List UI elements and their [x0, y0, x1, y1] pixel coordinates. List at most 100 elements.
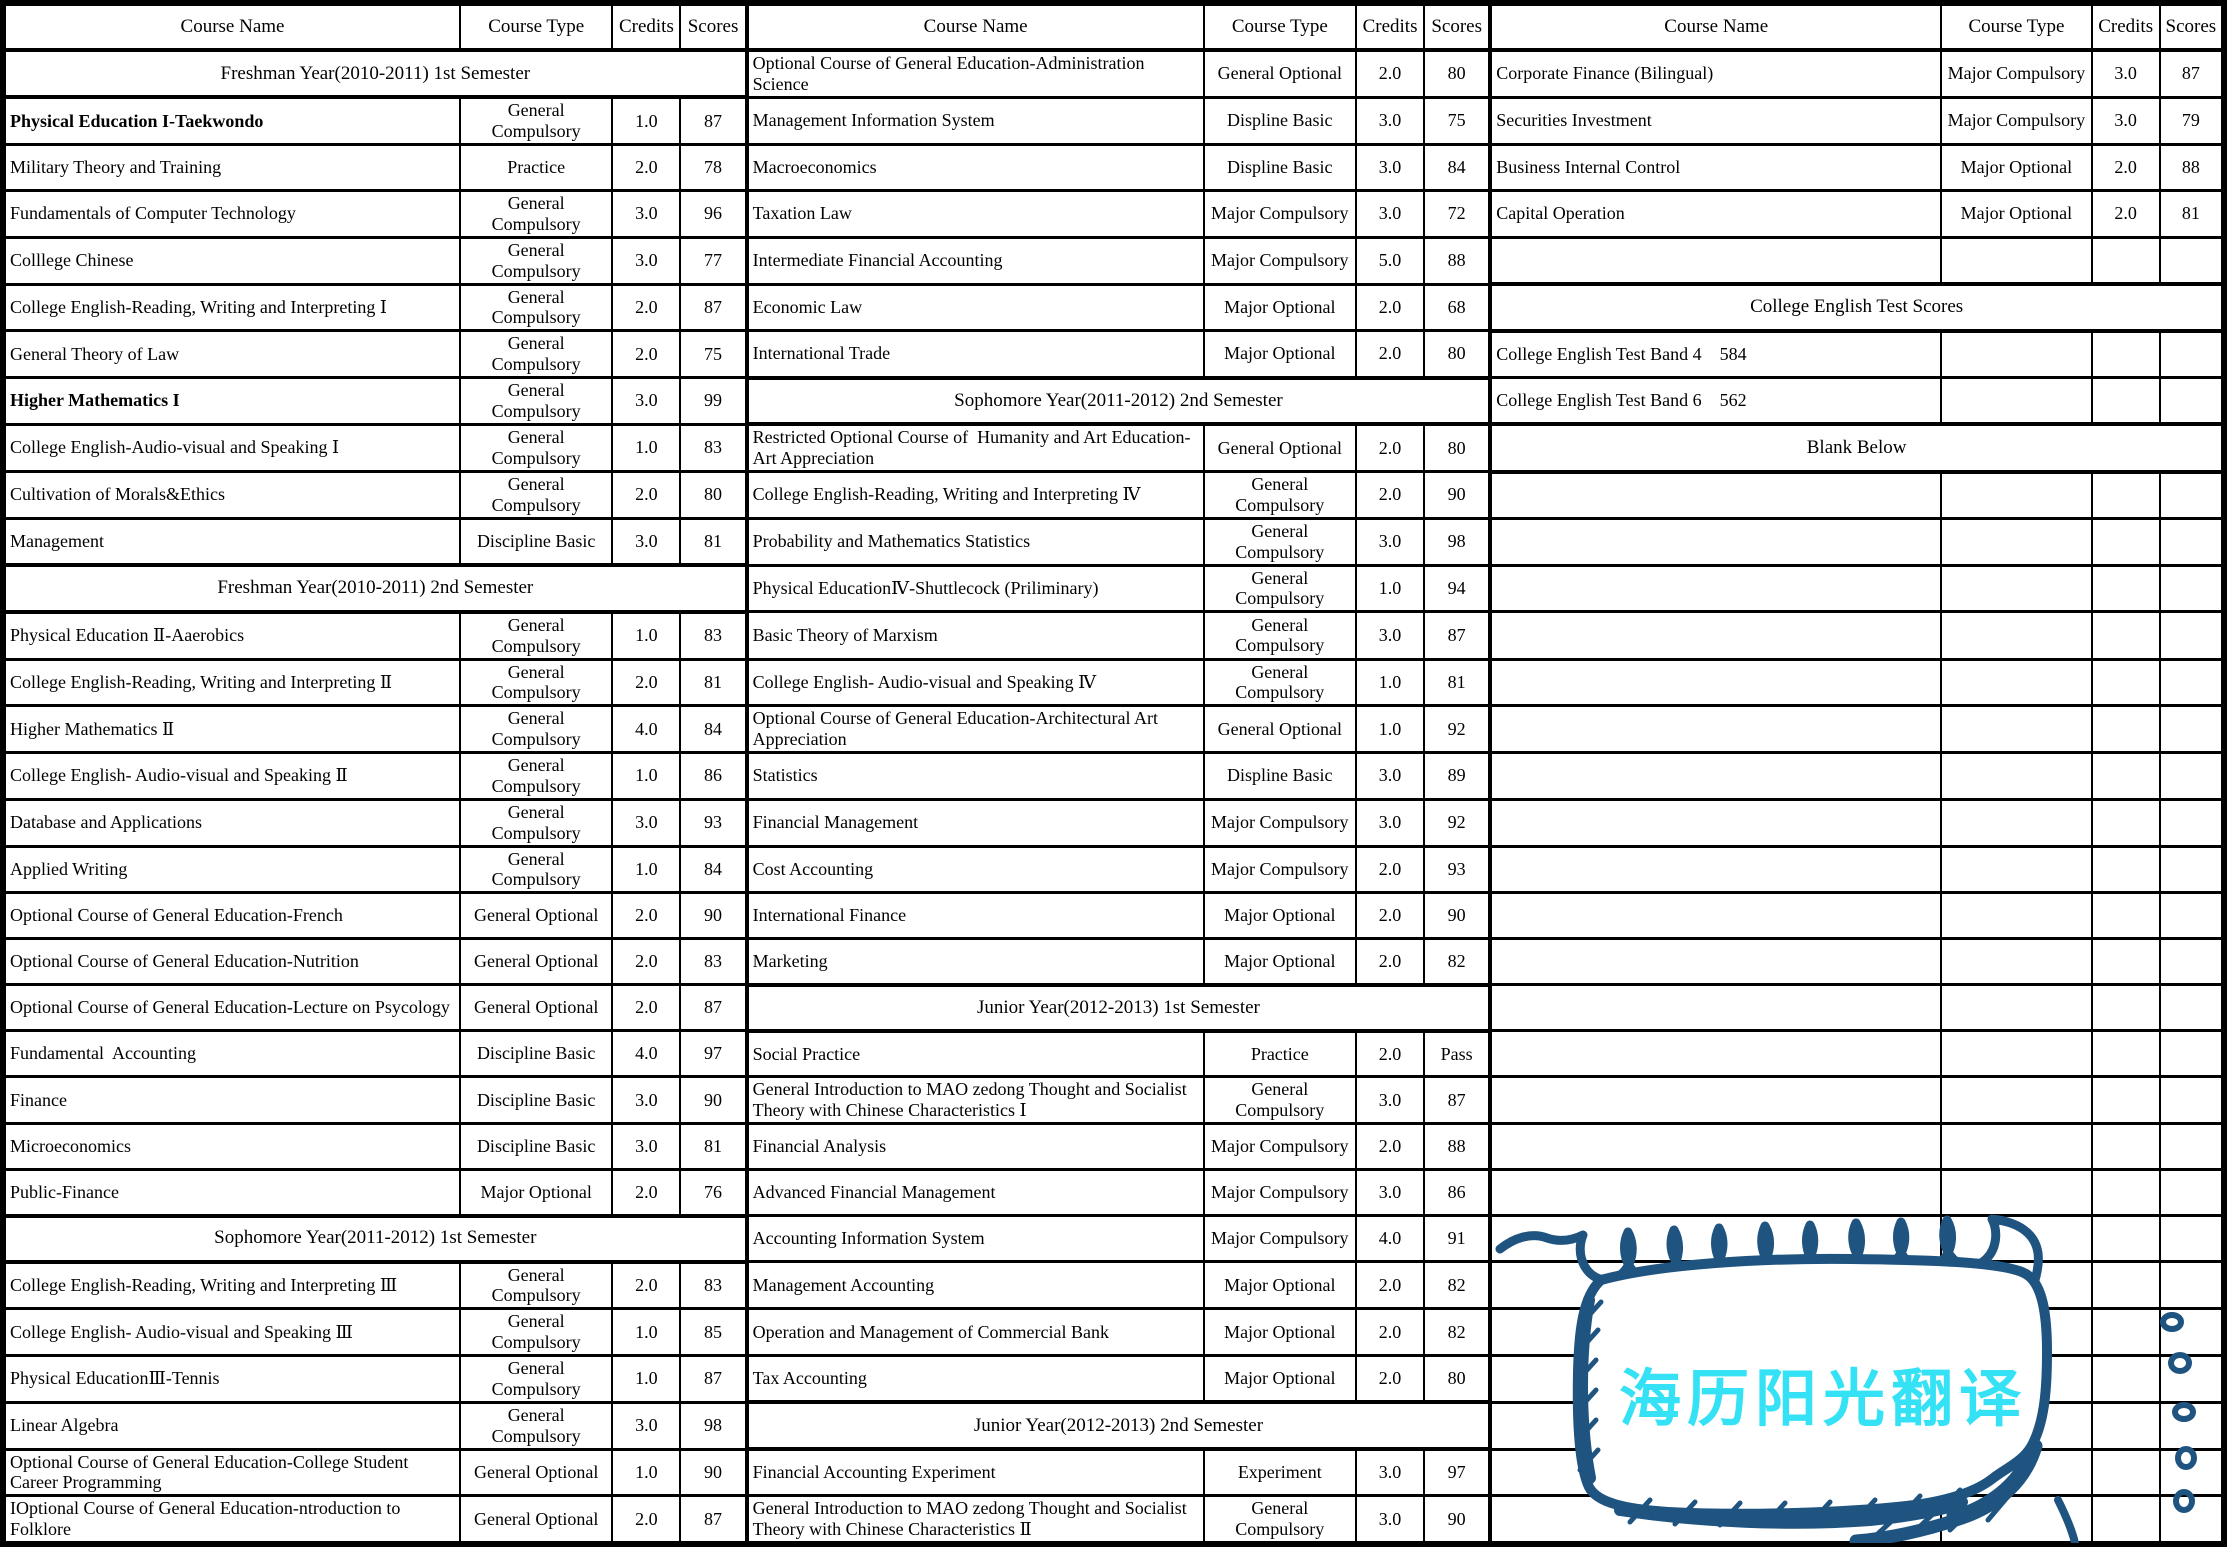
scores-cell: 83	[679, 1259, 748, 1311]
scores-cell: 87	[679, 95, 748, 147]
scores-cell: 89	[1423, 751, 1492, 801]
credits-cell: 1.0	[611, 95, 682, 147]
scores-cell: 93	[679, 797, 748, 848]
course-name-cell: Advanced Financial Management	[744, 1168, 1205, 1217]
course-type-cell: Discipline Basic	[459, 1075, 614, 1125]
course-name-cell	[1488, 1447, 1943, 1498]
course-name-cell	[1488, 1400, 1943, 1451]
credits-cell: 3.0	[1354, 610, 1426, 661]
credits-cell	[2090, 470, 2161, 520]
scores-cell: 81	[679, 516, 748, 567]
table-row: Physical Education I-Taekwondo General Co…	[1, 95, 2226, 147]
table-row: Cultivation of Morals&Ethics General Comp…	[1, 470, 2226, 520]
course-type-cell: General Compulsory	[1202, 610, 1357, 661]
column-header-credits: Credits	[611, 1, 682, 52]
credits-cell: 2.0	[1354, 48, 1426, 99]
course-name-cell	[1488, 891, 1943, 941]
credits-cell	[2090, 1075, 2161, 1125]
scores-cell: 83	[679, 937, 748, 987]
scores-cell: 90	[1423, 470, 1492, 520]
course-name-cell: College English- Audio-visual and Speaki…	[744, 657, 1205, 708]
column-header-course-type: Course Type	[1940, 1, 2093, 52]
course-type-cell	[1940, 1122, 2093, 1171]
course-type-cell: Discipline Basic	[459, 1122, 614, 1171]
credits-cell: 3.0	[1354, 516, 1426, 567]
course-type-cell: Major Compulsory	[1202, 1168, 1357, 1217]
course-type-cell: General Compulsory	[459, 704, 614, 754]
scores-cell: 94	[1423, 563, 1492, 614]
scores-cell: 81	[1423, 657, 1492, 708]
semester-section-label: College English Test Scores	[1488, 282, 2225, 333]
course-name-cell: Higher Mathematics I	[1, 376, 462, 426]
credits-cell: 2.0	[611, 1494, 682, 1546]
credits-cell	[2090, 1494, 2161, 1546]
table-row: Optional Course of General Education-Fre…	[1, 891, 2226, 941]
scores-cell: 82	[1423, 937, 1492, 987]
credits-cell: 2.0	[611, 143, 682, 192]
course-name-cell: Financial Analysis	[744, 1122, 1205, 1171]
course-type-cell: General Optional	[459, 1494, 614, 1546]
credits-cell	[2090, 1214, 2161, 1263]
course-name-cell	[1488, 1494, 1943, 1546]
course-name-cell: Statistics	[744, 751, 1205, 801]
column-header-course-name: Course Name	[744, 1, 1205, 52]
scores-cell: 79	[2158, 95, 2226, 147]
scores-cell: 76	[679, 1168, 748, 1217]
scores-cell: 97	[679, 1029, 748, 1079]
credits-cell: 2.0	[2090, 143, 2161, 192]
course-name-cell: Finance	[1, 1075, 462, 1125]
scores-cell: 81	[679, 657, 748, 708]
credits-cell	[2090, 751, 2161, 801]
scores-cell: 80	[679, 470, 748, 520]
credits-cell: 2.0	[1354, 470, 1426, 520]
credits-cell: 2.0	[1354, 1259, 1426, 1311]
credits-cell: 1.0	[1354, 704, 1426, 754]
course-name-cell: Corporate Finance (Bilingual)	[1488, 48, 1943, 99]
scores-cell: 83	[679, 610, 748, 661]
scores-cell: 81	[2158, 189, 2226, 239]
course-name-cell: Restricted Optional Course of Humanity a…	[744, 422, 1205, 474]
scores-cell: 90	[679, 1075, 748, 1125]
credits-cell: 5.0	[1354, 235, 1426, 286]
credits-cell	[2090, 516, 2161, 567]
scores-cell: 98	[679, 1400, 748, 1451]
course-name-cell	[1488, 751, 1943, 801]
course-name-cell: Optional Course of General Education-Lec…	[1, 983, 462, 1033]
course-type-cell: General Compulsory	[459, 422, 614, 474]
credits-cell: 3.0	[611, 1122, 682, 1171]
course-type-cell	[1940, 1307, 2093, 1357]
scores-cell: 87	[1423, 610, 1492, 661]
course-name-cell: Cultivation of Morals&Ethics	[1, 470, 462, 520]
course-type-cell: General Compulsory	[459, 1400, 614, 1451]
semester-section-label: Sophomore Year(2011-2012) 2nd Semester	[744, 375, 1492, 427]
course-name-cell	[1488, 516, 1943, 567]
course-name-cell: Social Practice	[744, 1029, 1205, 1079]
semester-section-label: Freshman Year(2010-2011) 1st Semester	[2, 47, 748, 100]
scores-cell	[2158, 1494, 2226, 1546]
credits-cell	[2090, 1259, 2161, 1311]
column-header-scores: Scores	[679, 1, 748, 52]
scores-cell	[2158, 329, 2226, 379]
course-name-cell: Fundamentals of Computer Technology	[1, 189, 462, 239]
table-row: Freshman Year(2010-2011) 2nd Semester Phy…	[2, 563, 2226, 614]
scores-cell: 87	[679, 983, 748, 1033]
scores-cell: 86	[1423, 1168, 1492, 1217]
semester-section-label: Junior Year(2012-2013) 1st Semester	[744, 982, 1492, 1033]
scores-cell	[2158, 1168, 2226, 1217]
credits-cell	[2090, 1400, 2161, 1451]
scores-cell: 90	[679, 891, 748, 941]
credits-cell: 1.0	[611, 1354, 682, 1404]
scores-cell	[2158, 797, 2226, 848]
credits-cell	[2090, 657, 2161, 708]
course-name-cell: College English- Audio-visual and Speaki…	[1, 1307, 462, 1357]
course-type-cell: Displine Basic	[1202, 143, 1357, 192]
credits-cell	[2090, 1168, 2161, 1217]
course-type-cell	[1940, 751, 2093, 801]
course-type-cell: General Optional	[1202, 704, 1357, 754]
course-type-cell: General Compulsory	[459, 189, 614, 239]
course-name-cell: Economic Law	[744, 282, 1205, 333]
credits-cell: 1.0	[611, 422, 682, 474]
course-type-cell: General Compulsory	[459, 1259, 614, 1311]
table-row: Applied Writing General Compulsory 1.0 84 Co…	[1, 844, 2226, 895]
table-row: College English- Audio-visual and Speaki…	[1, 1307, 2226, 1357]
